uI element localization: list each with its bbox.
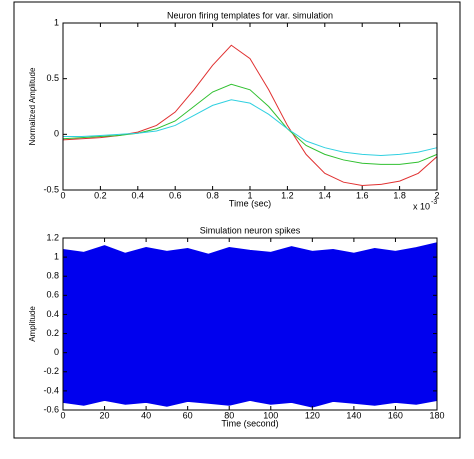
- x-tick-label: 2: [434, 190, 439, 200]
- x-axis-label: Time (sec): [229, 198, 271, 208]
- x-tick-label: 1.4: [319, 190, 332, 200]
- y-axis-label: Normalized Amplitude: [28, 67, 37, 145]
- data-line: [63, 99, 438, 156]
- plot-frame: [62, 237, 438, 411]
- chart-title: Neuron firing templates for var. simulat…: [167, 10, 333, 20]
- y-tick-label: 0.6: [46, 290, 59, 300]
- chart-title: Simulation neuron spikes: [200, 225, 301, 235]
- x-multiplier-exponent: -3: [431, 199, 437, 206]
- data-line: [62, 83, 438, 165]
- x-tick-label: 0.6: [169, 190, 182, 200]
- x-tick-label: 0: [60, 410, 65, 420]
- x-tick-label: 1.8: [393, 190, 406, 200]
- x-tick-label: 1.6: [356, 190, 369, 200]
- x-tick-label: 160: [388, 410, 403, 420]
- y-tick-label: 1: [54, 251, 59, 261]
- x-tick-label: 180: [429, 410, 444, 420]
- y-tick-label: 1.2: [46, 232, 59, 242]
- y-tick-label: -0.5: [43, 184, 59, 194]
- x-tick-label: 40: [141, 410, 151, 420]
- y-tick-label: 0.8: [46, 271, 59, 281]
- x-tick-label: 0: [60, 190, 65, 200]
- y-tick-label: -0.2: [43, 366, 59, 376]
- y-tick-label: 0.4: [46, 309, 59, 319]
- y-tick-label: -0.6: [43, 404, 59, 414]
- x-tick-label: 0.8: [206, 190, 219, 200]
- x-tick-label: 80: [224, 410, 234, 420]
- x-axis-label: Time (second): [221, 418, 278, 428]
- x-tick-label: 0.4: [132, 190, 145, 200]
- x-tick-label: 100: [263, 410, 278, 420]
- x-tick-label: 20: [100, 410, 110, 420]
- plot-frame: [62, 22, 438, 191]
- y-tick-label: 0.2: [46, 328, 59, 338]
- y-tick-label: 0: [54, 347, 59, 357]
- y-tick-label: 0.5: [46, 73, 59, 83]
- y-tick-label: 1: [54, 17, 59, 27]
- x-multiplier: x 10: [413, 201, 430, 211]
- x-tick-label: 1.2: [281, 190, 294, 200]
- spike-envelope: [62, 352, 438, 408]
- x-tick-label: 140: [346, 410, 361, 420]
- figure-frame: [13, 1, 461, 439]
- x-tick-label: 120: [305, 410, 320, 420]
- y-tick-label: -0.4: [43, 385, 59, 395]
- y-axis-label: Amplitude: [28, 306, 37, 342]
- y-tick-label: 0: [54, 129, 59, 139]
- x-tick-label: 1: [247, 190, 252, 200]
- x-tick-label: 60: [183, 410, 193, 420]
- spike-envelope: [62, 242, 438, 354]
- x-tick-label: 0.2: [94, 190, 107, 200]
